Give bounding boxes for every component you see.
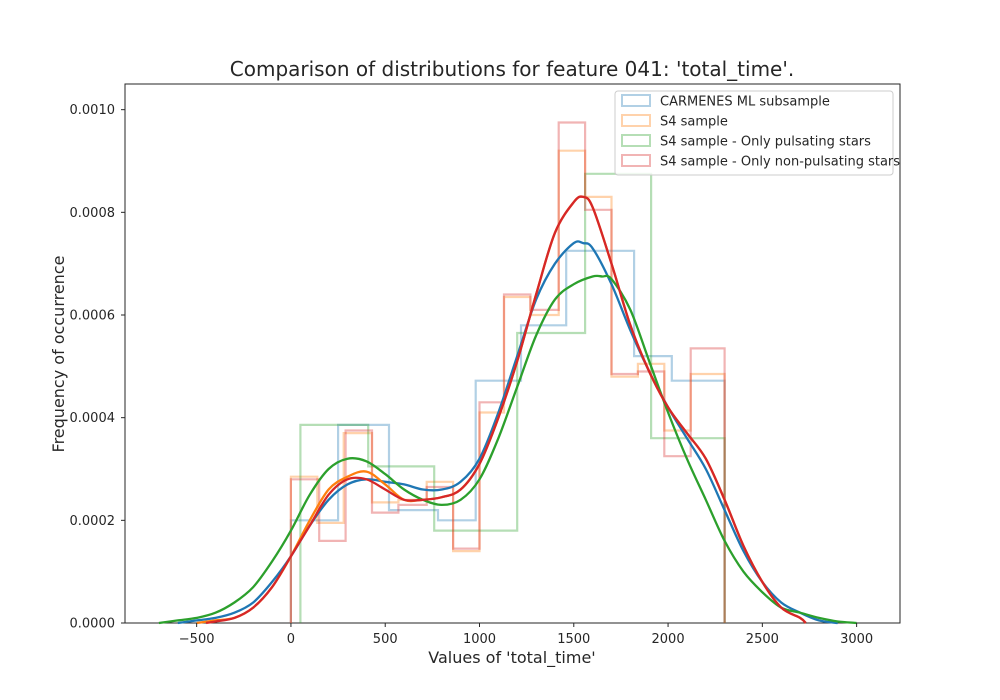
histogram-series-4: [289, 121, 726, 623]
histogram-series-1: [289, 249, 726, 623]
plot-frame: [124, 83, 901, 624]
y-tick-label: 0.0008: [70, 206, 116, 221]
x-tick-label: 2500: [746, 632, 779, 647]
legend-box: [614, 90, 894, 176]
legend-swatch: [621, 94, 651, 107]
x-tick-label: 1000: [463, 632, 496, 647]
legend-label: S4 sample - Only non-pulsating stars: [660, 155, 900, 170]
y-axis-label: Frequency of occurrence: [49, 256, 68, 453]
y-axis-ticks: 0.0000 0.0002 0.0004 0.0006 0.0008 0.0010: [70, 103, 125, 632]
kde-curve-series-4: [205, 195, 807, 625]
legend-swatch: [621, 154, 651, 167]
x-tick-label: −500: [179, 632, 215, 647]
x-tick-label: 3000: [840, 632, 873, 647]
x-tick-label: 2000: [652, 632, 685, 647]
legend-label: S4 sample: [660, 115, 728, 130]
legend-swatch: [621, 134, 651, 147]
x-tick-label: 1500: [557, 632, 590, 647]
legend-label: S4 sample - Only pulsating stars: [660, 135, 871, 150]
y-tick-label: 0.0004: [70, 411, 116, 426]
x-tick-label: 500: [373, 632, 398, 647]
legend-label: CARMENES ML subsample: [660, 95, 830, 110]
legend-swatch: [621, 114, 651, 127]
legend: CARMENES ML subsample S4 sample S4 sample …: [614, 90, 900, 176]
histogram-layer: [289, 121, 726, 623]
x-axis-ticks: −500 0 500 1000 1500 2000 2500 3000: [179, 623, 873, 647]
x-tick-label: 0: [287, 632, 295, 647]
kde-layer: [158, 195, 857, 625]
y-tick-label: 0.0006: [70, 309, 116, 324]
y-tick-label: 0.0000: [70, 617, 116, 632]
chart-title: Comparison of distributions for feature …: [230, 57, 794, 81]
y-tick-label: 0.0010: [70, 103, 116, 118]
kde-curve-series-3: [158, 274, 857, 625]
y-tick-label: 0.0002: [70, 514, 116, 529]
x-axis-label: Values of 'total_time': [428, 648, 595, 668]
histogram-series-3: [299, 172, 726, 623]
